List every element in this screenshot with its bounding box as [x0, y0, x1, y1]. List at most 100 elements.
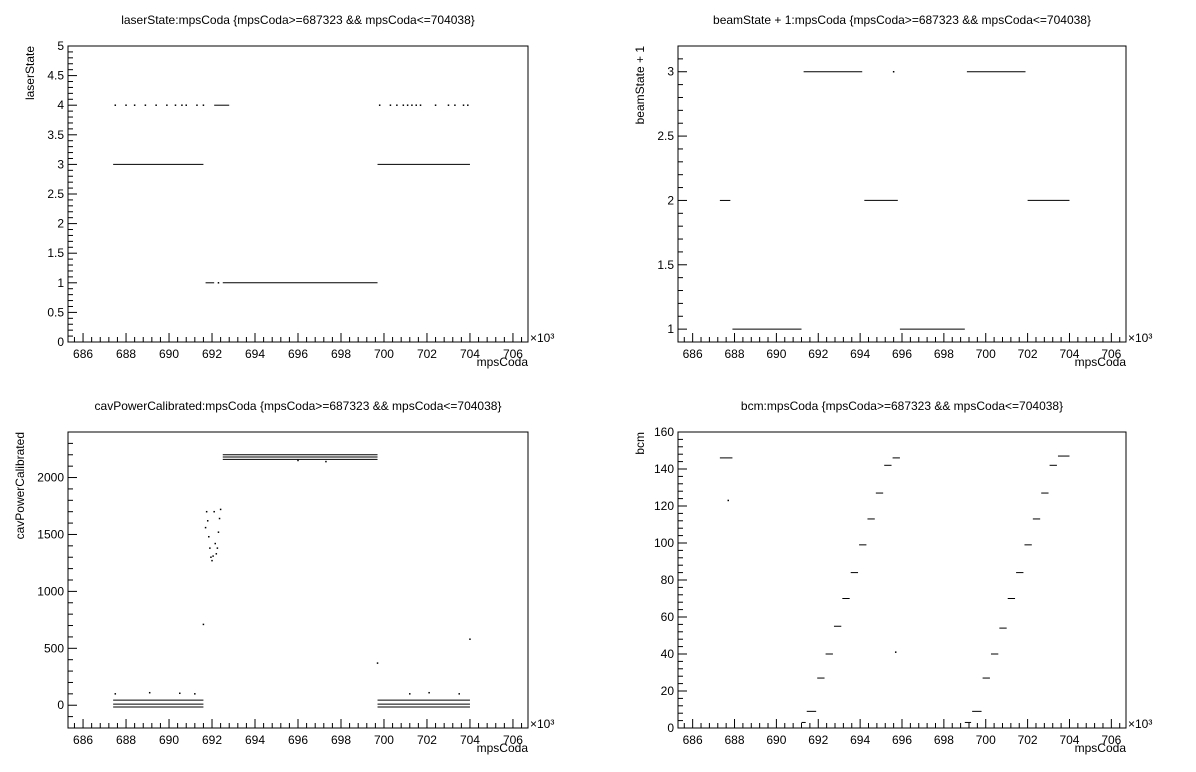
x-tick-label: 702 — [417, 733, 437, 747]
data-point — [210, 556, 212, 558]
x-tick-label: 704 — [460, 733, 480, 747]
x-tick-label: 692 — [202, 733, 222, 747]
data-point — [428, 691, 430, 694]
y-tick-label: 3 — [667, 65, 674, 79]
data-point — [409, 693, 411, 695]
y-tick-label: 2000 — [37, 471, 64, 485]
x-tick-label: 692 — [808, 347, 828, 361]
y-tick-label: 0 — [667, 721, 674, 735]
x-tick-label: 696 — [892, 347, 912, 361]
y-tick-label: 3.5 — [47, 128, 64, 142]
y-tick-label: 80 — [661, 573, 675, 587]
x-tick-label: 706 — [1101, 733, 1121, 747]
x-tick-label: 690 — [159, 347, 179, 361]
y-axis-label: bcm — [633, 432, 647, 455]
y-tick-label: 5 — [57, 39, 64, 53]
x-tick-label: 694 — [245, 733, 265, 747]
data-point — [204, 526, 207, 529]
data-point — [202, 104, 205, 106]
data-point — [209, 547, 211, 549]
data-point — [396, 104, 398, 106]
x-axis-label: mpsCoda — [1075, 355, 1127, 369]
data-point — [217, 282, 220, 284]
data-point — [454, 104, 456, 106]
data-point — [144, 104, 147, 106]
data-point — [894, 651, 897, 653]
x-tick-label: 702 — [1018, 347, 1038, 361]
data-point — [155, 104, 157, 106]
chart-panel-1: laserState:mpsCoda {mpsCoda>=687323 && m… — [23, 13, 554, 369]
x-tick-label: 702 — [1018, 733, 1038, 747]
y-tick-label: 3 — [57, 157, 64, 171]
data-point — [462, 104, 465, 106]
data-point — [211, 559, 213, 562]
y-tick-label: 120 — [654, 499, 674, 513]
y-tick-label: 2.5 — [657, 129, 674, 143]
x-tick-label: 706 — [503, 347, 523, 361]
y-tick-label: 4.5 — [47, 69, 64, 83]
data-point — [174, 104, 177, 106]
x-axis-label: mpsCoda — [477, 355, 529, 369]
data-point — [411, 104, 413, 106]
x-tick-label: 690 — [766, 347, 786, 361]
data-point — [114, 104, 117, 106]
x-multiplier-label: ×10³ — [1128, 717, 1152, 731]
y-tick-label: 1000 — [37, 584, 64, 598]
chart-panel-3: cavPowerCalibrated:mpsCoda {mpsCoda>=687… — [13, 399, 554, 755]
x-tick-label: 686 — [683, 733, 703, 747]
y-tick-label: 60 — [661, 610, 675, 624]
x-tick-label: 696 — [288, 733, 308, 747]
data-point — [216, 547, 219, 549]
data-point — [196, 104, 198, 106]
data-point — [419, 104, 422, 106]
x-tick-label: 694 — [245, 347, 265, 361]
y-tick-label: 100 — [654, 536, 674, 550]
data-point — [727, 499, 729, 502]
chart-title: beamState + 1:mpsCoda {mpsCoda>=687323 &… — [713, 13, 1091, 27]
data-point — [469, 638, 471, 640]
data-point — [458, 693, 460, 695]
data-point — [218, 517, 221, 520]
chart-panel-2: beamState + 1:mpsCoda {mpsCoda>=687323 &… — [633, 13, 1152, 369]
data-point — [166, 104, 168, 106]
y-tick-label: 500 — [44, 641, 64, 655]
data-point — [205, 510, 208, 513]
data-point — [378, 104, 381, 106]
x-tick-label: 698 — [934, 733, 954, 747]
data-point — [194, 693, 196, 695]
y-tick-label: 1 — [667, 322, 674, 336]
x-tick-label: 704 — [1059, 347, 1079, 361]
data-point — [185, 104, 187, 106]
x-tick-label: 688 — [725, 733, 745, 747]
x-tick-label: 688 — [116, 347, 136, 361]
y-tick-label: 0 — [57, 698, 64, 712]
chart-title: bcm:mpsCoda {mpsCoda>=687323 && mpsCoda<… — [741, 399, 1063, 413]
data-point — [892, 70, 895, 73]
x-tick-label: 698 — [331, 347, 351, 361]
x-tick-label: 704 — [1059, 733, 1079, 747]
data-point — [202, 623, 205, 626]
y-tick-label: 2.5 — [47, 187, 64, 201]
data-point — [215, 553, 218, 555]
y-tick-label: 1500 — [37, 527, 64, 541]
x-tick-label: 696 — [892, 733, 912, 747]
y-tick-label: 140 — [654, 462, 674, 476]
plot-frame — [67, 431, 529, 729]
y-tick-label: 40 — [661, 647, 675, 661]
data-point — [402, 104, 405, 106]
plot-frame — [677, 431, 1127, 729]
x-tick-label: 686 — [683, 347, 703, 361]
chart-title: laserState:mpsCoda {mpsCoda>=687323 && m… — [121, 13, 475, 27]
data-point — [206, 520, 209, 522]
data-point — [447, 104, 450, 106]
y-tick-label: 2 — [57, 217, 64, 231]
y-tick-label: 4 — [57, 98, 64, 112]
data-point — [434, 104, 437, 106]
y-tick-label: 0 — [57, 335, 64, 349]
y-tick-label: 1.5 — [657, 258, 674, 272]
x-tick-label: 686 — [73, 733, 93, 747]
x-axis-label: mpsCoda — [477, 741, 529, 755]
chart-title: cavPowerCalibrated:mpsCoda {mpsCoda>=687… — [95, 399, 502, 413]
data-point — [208, 535, 210, 538]
